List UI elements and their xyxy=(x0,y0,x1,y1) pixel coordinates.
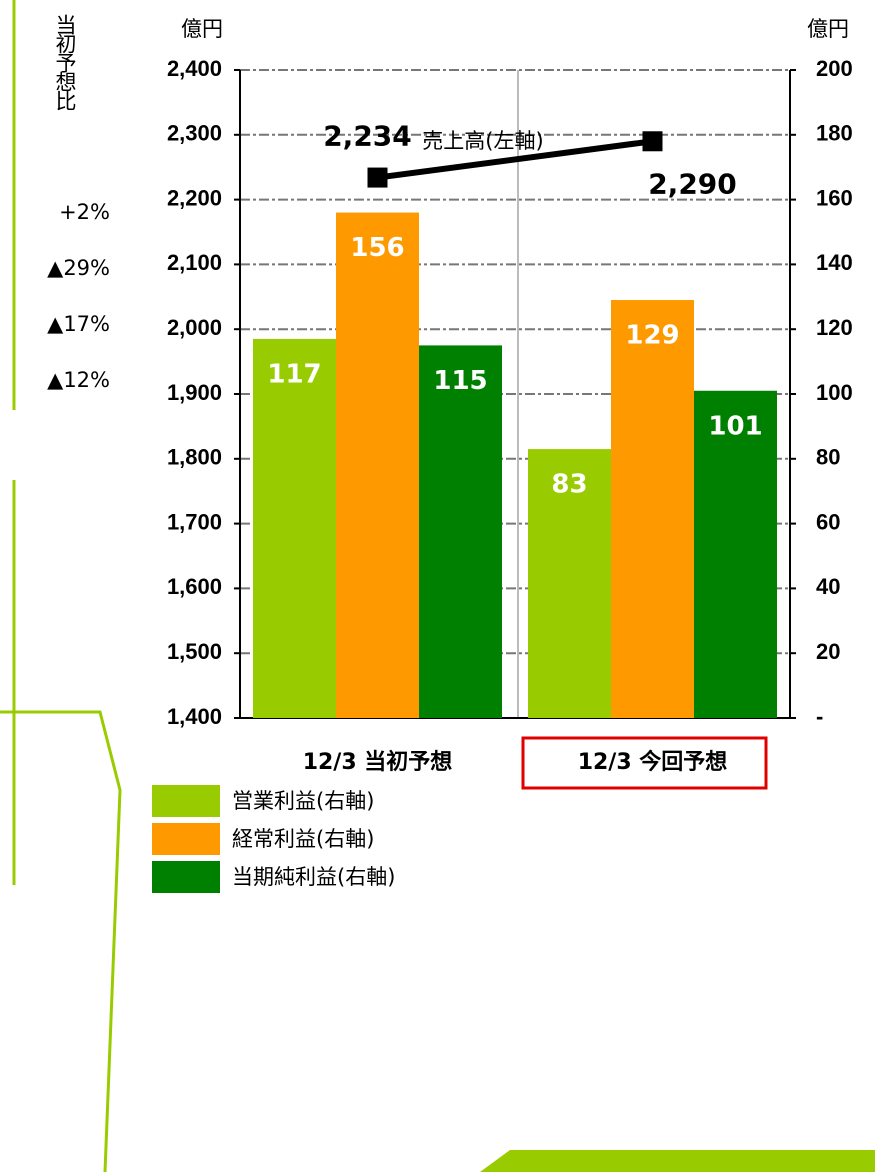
bar xyxy=(694,390,777,718)
y2-tick-label: 20 xyxy=(816,639,840,664)
line-label: 2,234 xyxy=(323,120,412,153)
side-note-value: ▲29% xyxy=(47,256,110,280)
legend-label: 当期純利益(右軸) xyxy=(232,865,395,889)
bar-label: 129 xyxy=(625,321,679,351)
side-note-title: 当初予想比 xyxy=(53,14,77,109)
bar-label: 115 xyxy=(433,366,487,396)
bar xyxy=(611,300,694,718)
line-marker xyxy=(642,131,663,152)
decor xyxy=(480,1150,875,1172)
y2-tick-label: 160 xyxy=(816,185,853,210)
bar xyxy=(528,449,611,718)
y-tick-label: 2,200 xyxy=(167,185,222,210)
bar xyxy=(419,345,502,718)
y-tick-label: 1,400 xyxy=(167,704,222,729)
y2-tick-label: 100 xyxy=(816,380,853,405)
side-note-value: +2% xyxy=(59,200,110,224)
y-tick-label: 1,700 xyxy=(167,509,222,534)
y2-tick-label: 80 xyxy=(816,445,840,470)
y2-tick-label: 60 xyxy=(816,509,840,534)
bar-label: 117 xyxy=(267,359,321,389)
y-tick-label: 2,100 xyxy=(167,250,222,275)
y-tick-label: 2,300 xyxy=(167,121,222,146)
y-tick-label: 1,600 xyxy=(167,574,222,599)
highlight-box xyxy=(521,736,768,790)
side-note-value: ▲12% xyxy=(47,368,110,392)
y-tick-label: 1,900 xyxy=(167,380,222,405)
bar-label: 83 xyxy=(551,470,587,500)
legend-swatch xyxy=(152,823,220,855)
y-tick-label: 1,500 xyxy=(167,639,222,664)
callout-shape xyxy=(0,710,122,1172)
y-tick-label: 2,400 xyxy=(167,56,222,81)
y2-tick-label: 120 xyxy=(816,315,853,340)
y-tick-label: 2,000 xyxy=(167,315,222,340)
bar xyxy=(253,338,336,718)
bar xyxy=(336,212,419,718)
legend-swatch xyxy=(152,785,220,817)
y2-tick-label: 180 xyxy=(816,121,853,146)
y2-unit: 億円 xyxy=(807,17,849,41)
y2-tick-label: 200 xyxy=(816,56,853,81)
y2-tick-label: 140 xyxy=(816,250,853,275)
line xyxy=(377,138,653,181)
x-tick-label: 12/3 今回予想 xyxy=(578,749,728,775)
y2-tick-label: - xyxy=(816,704,823,729)
line-name: 売上高(左軸) xyxy=(422,129,543,153)
line-label: 2,290 xyxy=(648,167,737,200)
y2-tick-label: 40 xyxy=(816,574,840,599)
x-tick-label: 12/3 当初予想 xyxy=(303,749,453,775)
legend-swatch xyxy=(152,861,220,893)
bar-label: 101 xyxy=(708,411,762,441)
line-marker xyxy=(367,167,388,188)
bar-label: 156 xyxy=(350,233,404,263)
y-unit: 億円 xyxy=(181,17,223,41)
side-note-value: ▲17% xyxy=(47,312,110,336)
legend-label: 経常利益(右軸) xyxy=(232,827,374,851)
y-tick-label: 1,800 xyxy=(167,445,222,470)
legend-label: 営業利益(右軸) xyxy=(232,789,374,813)
